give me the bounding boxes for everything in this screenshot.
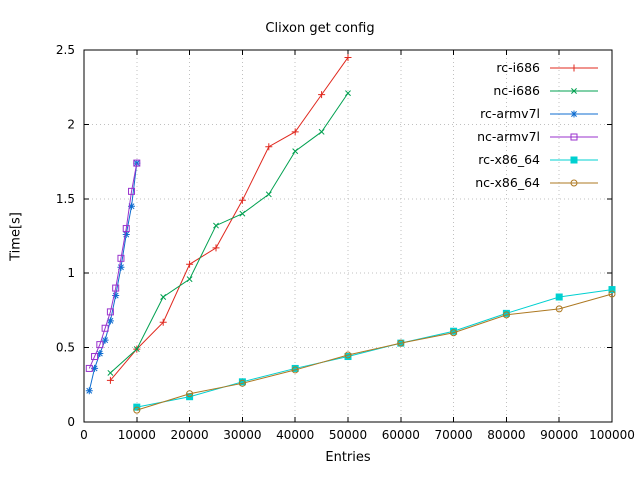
y-tick-label: 2 <box>67 117 75 131</box>
y-tick-label: 1 <box>67 266 75 280</box>
legend-label: nc-i686 <box>493 83 540 98</box>
legend-entry-rc-i686: rc-i686 <box>496 60 598 75</box>
legend-label: rc-armv7l <box>480 106 540 121</box>
x-tick-label: 90000 <box>540 428 578 442</box>
y-tick-labels: 0 0.5 1 1.5 2 2.5 <box>56 43 75 429</box>
legend-entry-rc-x86_64: rc-x86_64 <box>478 152 598 167</box>
series-nc-i686 <box>107 90 351 376</box>
legend-entry-nc-x86_64: nc-x86_64 <box>475 175 598 190</box>
x-axis-label: Entries <box>325 450 371 465</box>
series-nc-armv7l <box>85 159 141 372</box>
x-tick-label: 40000 <box>276 428 314 442</box>
series-rc-i686 <box>106 53 352 384</box>
x-tick-label: 0 <box>80 428 88 442</box>
y-axis-label: Time[s] <box>8 212 24 261</box>
series-rc-x86_64 <box>133 286 616 411</box>
y-tick-label: 2.5 <box>56 43 75 57</box>
legend-label: rc-i686 <box>496 60 540 75</box>
legend-entry-nc-armv7l: nc-armv7l <box>477 129 598 144</box>
x-tick-label: 30000 <box>223 428 261 442</box>
x-tick-label: 50000 <box>329 428 367 442</box>
legend-label: rc-x86_64 <box>478 152 540 167</box>
gridlines <box>84 50 612 422</box>
legend-label: nc-x86_64 <box>475 175 540 190</box>
x-tick-label: 80000 <box>487 428 525 442</box>
legend-entry-rc-armv7l: rc-armv7l <box>480 106 598 121</box>
x-tick-label: 60000 <box>382 428 420 442</box>
legend-label: nc-armv7l <box>477 129 540 144</box>
x-tick-label: 70000 <box>435 428 473 442</box>
axis-ticks <box>83 49 613 423</box>
x-tick-label: 20000 <box>171 428 209 442</box>
y-tick-label: 0 <box>67 415 75 429</box>
x-tick-labels: 0 10000 20000 30000 40000 50000 60000 70000 8000… <box>80 428 635 442</box>
series-nc-x86_64 <box>133 290 616 414</box>
chart-title: Clixon get config <box>265 21 375 36</box>
y-tick-label: 1.5 <box>56 192 75 206</box>
x-tick-label: 10000 <box>118 428 156 442</box>
y-tick-label: 0.5 <box>56 341 75 355</box>
legend: rc-i686 nc-i686 rc-armv7l nc-armv7l rc-x86_6… <box>475 60 598 190</box>
x-tick-label: 100000 <box>589 428 635 442</box>
series-rc-armv7l <box>85 159 141 395</box>
legend-entry-nc-i686: nc-i686 <box>493 83 598 98</box>
